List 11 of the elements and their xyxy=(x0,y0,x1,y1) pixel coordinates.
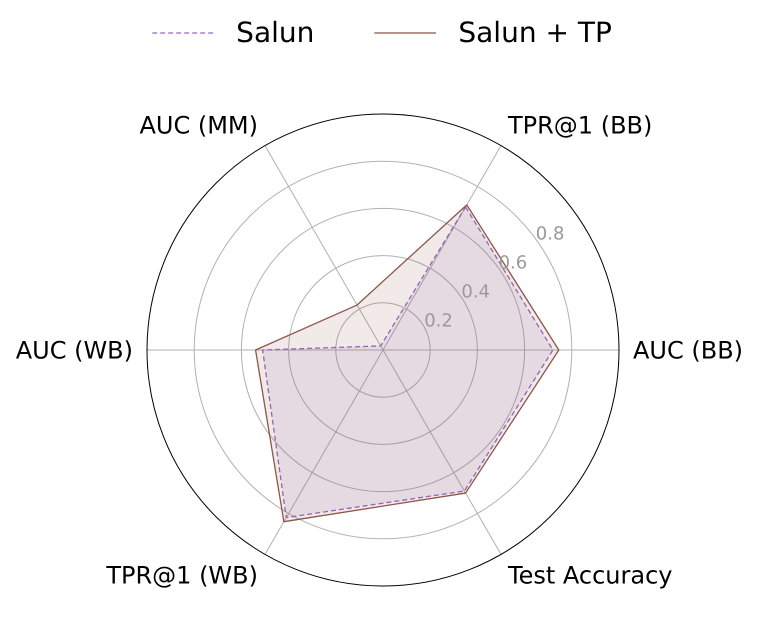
spoke-label: AUC (MM) xyxy=(139,111,258,140)
y-tick-label: 0.4 xyxy=(461,281,490,302)
spoke-label: Test Accuracy xyxy=(507,562,672,590)
y-tick-label: 0.2 xyxy=(424,310,453,332)
legend-label: Salun xyxy=(236,16,314,49)
spoke-label: TPR@1 (BB) xyxy=(507,111,652,140)
spoke-label: AUC (WB) xyxy=(16,336,133,365)
legend-label: Salun + TP xyxy=(458,16,612,49)
y-tick-label: 0.8 xyxy=(536,223,564,244)
spoke-label: AUC (BB) xyxy=(633,336,744,365)
spoke-label: TPR@1 (WB) xyxy=(105,562,258,590)
